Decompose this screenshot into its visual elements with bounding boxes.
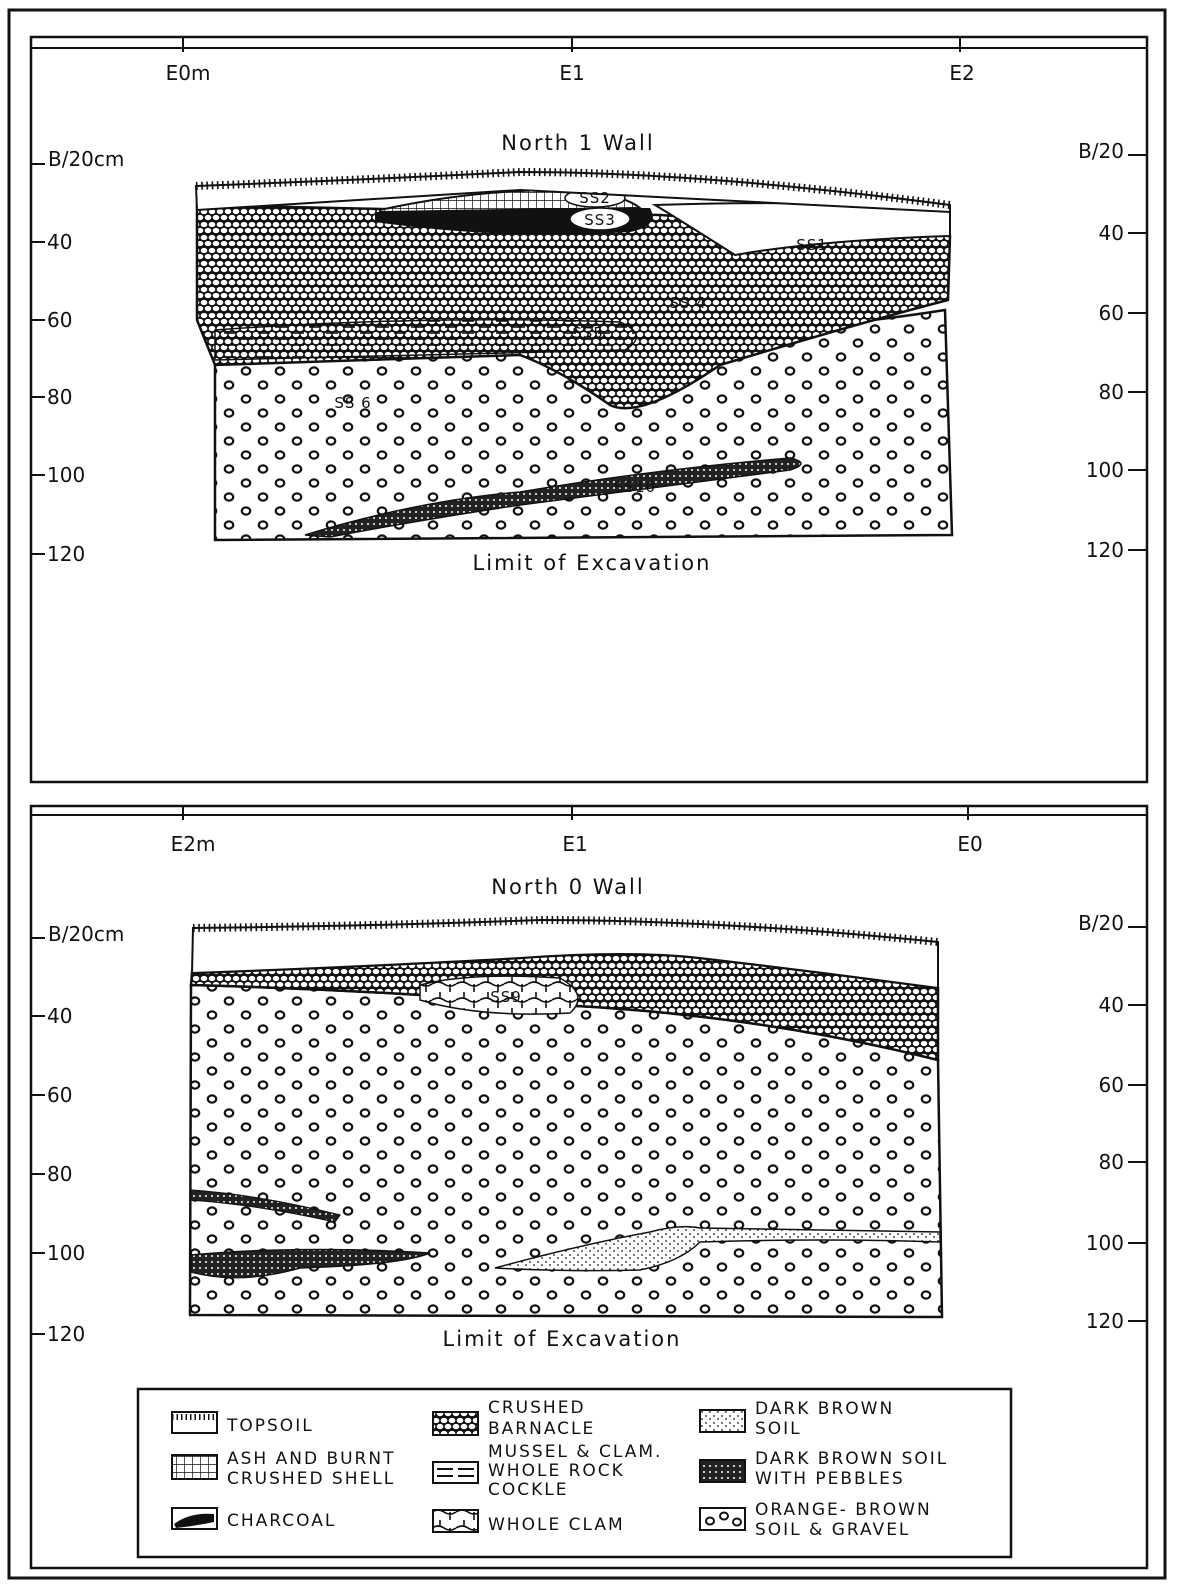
depth-tick-label: B/20	[1078, 911, 1124, 935]
legend-label: DARK BROWN SOIL	[755, 1449, 948, 1469]
panel-north-0-wall: E2m E1 E0 North 0 Wall B/20cm 40 60 80 1…	[29, 804, 1149, 1570]
depth-tick-label: 80	[1099, 1150, 1124, 1174]
legend-item-pebbles: DARK BROWN SOIL WITH PEBBLES	[699, 1449, 948, 1489]
legend-label: WHOLE ROCK	[488, 1461, 625, 1481]
north-1-wall-profile	[194, 167, 954, 542]
legend-label: ASH AND BURNT	[227, 1449, 395, 1469]
stratum-label: SS 4	[669, 294, 706, 312]
legend-label: CRUSHED	[488, 1398, 586, 1418]
depth-tick-label: 120	[1086, 538, 1124, 562]
legend-label: SOIL	[755, 1419, 802, 1439]
legend-item-topsoil: TOPSOIL	[171, 1411, 314, 1436]
stratum-label: SS10	[614, 478, 656, 496]
legend-item-dark-brown-soil: DARK BROWN SOIL	[699, 1399, 894, 1439]
depth-tick-label: 60	[1099, 1073, 1124, 1097]
panel-1-frame	[29, 35, 1149, 784]
legend-label: MUSSEL & CLAM.	[488, 1442, 662, 1462]
stratum-label: SS3	[584, 211, 616, 229]
stratum-label: SS2	[579, 189, 611, 207]
x-tick-label: E0m	[166, 61, 211, 85]
depth-tick-label: 120	[1086, 1309, 1124, 1333]
depth-tick-label: 40	[47, 1004, 72, 1028]
panel-2-title: North 0 Wall	[491, 875, 644, 899]
depth-tick-label: 120	[47, 1322, 85, 1346]
depth-tick-label: 40	[1099, 993, 1124, 1017]
left-depth-axis: B/20cm 40 60 80 100 120	[31, 147, 124, 566]
limit-of-excavation-label: Limit of Excavation	[443, 1327, 682, 1351]
legend-label: ORANGE- BROWN	[755, 1500, 932, 1520]
legend-item-charcoal: CHARCOAL	[171, 1507, 336, 1531]
depth-tick-label: 60	[47, 308, 72, 332]
stratum-label: SS1	[796, 236, 828, 254]
depth-tick-label: 80	[1099, 380, 1124, 404]
depth-tick-label: 100	[1086, 458, 1124, 482]
legend-item-mussel: MUSSEL & CLAM. WHOLE ROCK COCKLE	[432, 1442, 662, 1500]
right-depth-axis: B/20 40 60 80 100 120	[1078, 139, 1147, 562]
x-tick-label: E0	[957, 832, 982, 856]
stratum-label: SS9	[490, 988, 522, 1006]
legend-item-clam: WHOLE CLAM	[432, 1509, 625, 1535]
legend: TOPSOIL ASH AND BURNT CRUSHED SHELL CHAR…	[136, 1387, 1013, 1559]
depth-tick-label: 80	[47, 385, 72, 409]
panel-2-frame	[29, 804, 1149, 1570]
panel-1-title: North 1 Wall	[501, 131, 654, 155]
depth-tick-label: 120	[47, 542, 85, 566]
depth-tick-label: 40	[1099, 221, 1124, 245]
x-tick-label: E1	[562, 832, 587, 856]
depth-tick-label: 60	[1099, 301, 1124, 325]
x-tick-label: E1	[559, 61, 584, 85]
legend-item-barnacle: CRUSHED BARNACLE	[432, 1398, 595, 1439]
legend-label: BARNACLE	[488, 1419, 595, 1439]
north-0-wall-profile	[188, 915, 944, 1319]
legend-label: TOPSOIL	[226, 1416, 314, 1436]
stratum-label: SS5	[572, 324, 604, 342]
x-tick-label: E2	[949, 61, 974, 85]
legend-label: COCKLE	[488, 1480, 568, 1500]
legend-label: DARK BROWN	[755, 1399, 894, 1419]
outer-frame	[7, 8, 1167, 1580]
right-depth-axis: B/20 40 60 80 100 120	[1078, 911, 1147, 1333]
depth-tick-label: 80	[47, 1162, 72, 1186]
legend-label: CHARCOAL	[227, 1511, 336, 1531]
legend-label: CRUSHED SHELL	[227, 1469, 395, 1489]
legend-label: WHOLE CLAM	[488, 1515, 625, 1535]
panel-north-1-wall: E0m E1 E2 North 1 Wall B/20cm 40 60 80 1…	[29, 35, 1149, 784]
depth-tick-label: 40	[47, 230, 72, 254]
legend-label: WITH PEBBLES	[755, 1469, 905, 1489]
depth-tick-label: 60	[47, 1083, 72, 1107]
left-depth-axis: B/20cm 40 60 80 100 120	[31, 922, 124, 1346]
depth-tick-label: B/20	[1078, 139, 1124, 163]
depth-tick-label: 100	[47, 463, 85, 487]
legend-frame	[136, 1387, 1013, 1559]
depth-tick-label: 100	[1086, 1231, 1124, 1255]
x-tick-label: E2m	[171, 832, 216, 856]
stratum-label: SS 6	[334, 394, 371, 412]
depth-datum-label: B/20cm	[48, 147, 124, 171]
limit-of-excavation-label: Limit of Excavation	[473, 551, 712, 575]
legend-item-gravel: ORANGE- BROWN SOIL & GRAVEL	[699, 1500, 932, 1540]
legend-label: SOIL & GRAVEL	[755, 1520, 910, 1540]
legend-item-ash: ASH AND BURNT CRUSHED SHELL	[171, 1449, 395, 1489]
depth-tick-label: 100	[47, 1241, 85, 1265]
depth-datum-label: B/20cm	[48, 922, 124, 946]
